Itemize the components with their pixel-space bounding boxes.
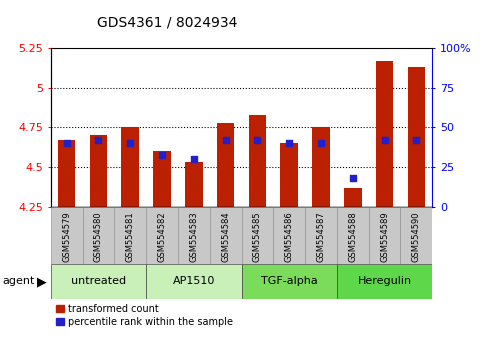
Text: agent: agent — [2, 276, 35, 286]
Point — [158, 152, 166, 158]
Bar — [178, 207, 210, 264]
Bar — [344, 188, 362, 207]
Text: AP1510: AP1510 — [172, 276, 215, 286]
Point — [254, 137, 261, 143]
Bar — [210, 207, 242, 264]
Bar — [242, 207, 273, 264]
Bar — [146, 264, 242, 299]
Point — [222, 137, 229, 143]
Point — [349, 176, 356, 181]
Text: GSM554579: GSM554579 — [62, 212, 71, 262]
Bar — [305, 207, 337, 264]
Bar — [51, 207, 83, 264]
Bar — [337, 264, 432, 299]
Text: GSM554587: GSM554587 — [316, 212, 326, 262]
Point — [190, 156, 198, 162]
Text: GSM554589: GSM554589 — [380, 212, 389, 262]
Bar — [185, 162, 202, 207]
Text: GSM554583: GSM554583 — [189, 212, 199, 262]
Text: TGF-alpha: TGF-alpha — [261, 276, 317, 286]
Bar — [400, 207, 432, 264]
Text: GSM554588: GSM554588 — [348, 212, 357, 262]
Point — [285, 141, 293, 146]
Bar — [83, 207, 114, 264]
Point — [412, 137, 420, 143]
Text: GSM554580: GSM554580 — [94, 212, 103, 262]
Bar — [58, 140, 75, 207]
Bar — [312, 127, 330, 207]
Bar — [121, 127, 139, 207]
Bar — [281, 143, 298, 207]
Bar — [273, 207, 305, 264]
Point — [127, 141, 134, 146]
Text: GSM554590: GSM554590 — [412, 212, 421, 262]
Bar — [376, 61, 393, 207]
Text: ▶: ▶ — [37, 275, 47, 288]
Point — [317, 141, 325, 146]
Bar — [217, 123, 234, 207]
Bar — [114, 207, 146, 264]
Bar — [369, 207, 400, 264]
Text: Heregulin: Heregulin — [357, 276, 412, 286]
Bar — [249, 115, 266, 207]
Bar — [146, 207, 178, 264]
Text: untreated: untreated — [71, 276, 126, 286]
Bar — [51, 264, 146, 299]
Legend: transformed count, percentile rank within the sample: transformed count, percentile rank withi… — [56, 304, 233, 327]
Bar — [153, 152, 171, 207]
Bar — [408, 67, 425, 207]
Text: GSM554581: GSM554581 — [126, 212, 135, 262]
Point — [381, 137, 388, 143]
Text: GSM554584: GSM554584 — [221, 212, 230, 262]
Text: GSM554585: GSM554585 — [253, 212, 262, 262]
Text: GSM554586: GSM554586 — [284, 212, 294, 262]
Bar — [337, 207, 369, 264]
Text: GSM554582: GSM554582 — [157, 212, 167, 262]
Point — [95, 137, 102, 143]
Bar — [242, 264, 337, 299]
Text: GDS4361 / 8024934: GDS4361 / 8024934 — [97, 16, 237, 30]
Point — [63, 141, 71, 146]
Bar — [90, 136, 107, 207]
